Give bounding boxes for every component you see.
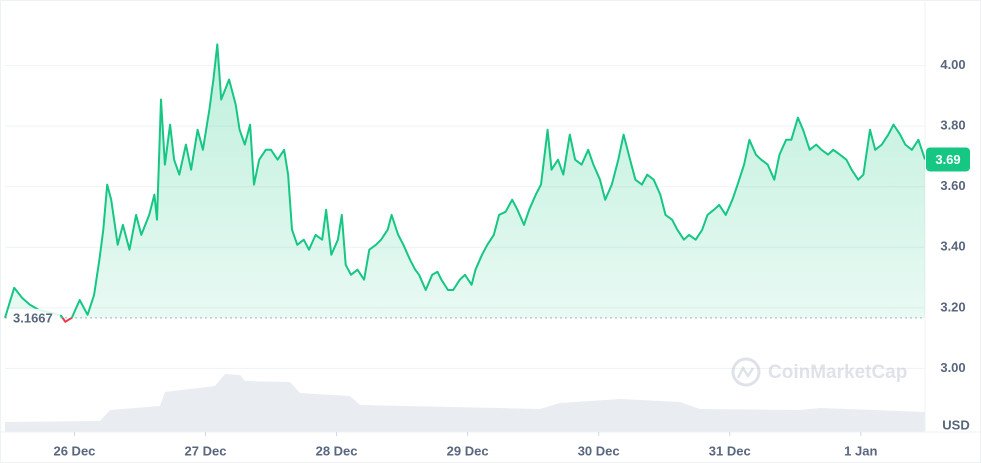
y-tick-label: 4.00 xyxy=(940,57,965,72)
x-tick-label: 1 Jan xyxy=(844,443,877,458)
x-tick-label: 26 Dec xyxy=(53,443,95,458)
x-tick-label: 30 Dec xyxy=(578,443,620,458)
reference-label: 3.1667 xyxy=(13,310,53,325)
x-tick-label: 29 Dec xyxy=(447,443,489,458)
y-tick-label: 3.40 xyxy=(940,239,965,254)
y-tick-label: 3.20 xyxy=(940,299,965,314)
x-tick-label: 27 Dec xyxy=(185,443,227,458)
y-tick-label: 3.00 xyxy=(940,360,965,375)
volume-area xyxy=(5,374,925,432)
y-tick-label: 3.80 xyxy=(940,118,965,133)
x-tick-label: 31 Dec xyxy=(709,443,751,458)
y-axis-label: USD xyxy=(942,417,969,432)
current-price-label: 3.69 xyxy=(935,152,960,167)
price-line xyxy=(4,43,925,318)
y-tick-label: 3.60 xyxy=(940,178,965,193)
x-tick-label: 28 Dec xyxy=(316,443,358,458)
watermark: CoinMarketCap xyxy=(731,357,907,387)
watermark-text: CoinMarketCap xyxy=(768,362,907,383)
price-area xyxy=(5,44,925,318)
reference-label-bg xyxy=(8,308,60,327)
current-price-badge xyxy=(926,147,970,172)
